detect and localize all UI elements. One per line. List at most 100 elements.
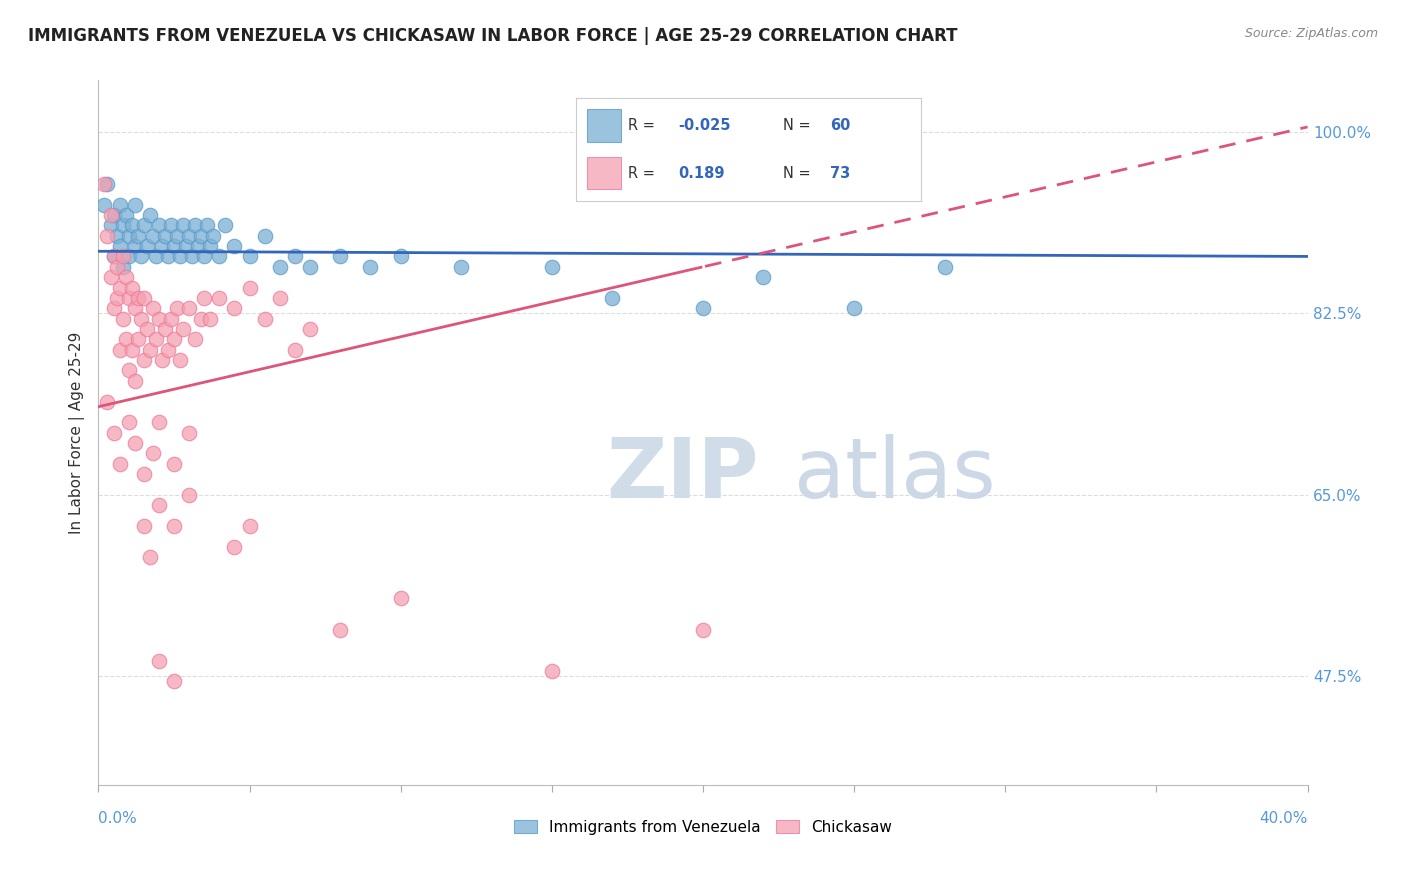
Point xyxy=(145,332,167,346)
Point xyxy=(103,249,125,264)
Point xyxy=(103,208,125,222)
Point xyxy=(239,280,262,294)
Point xyxy=(96,228,118,243)
Point xyxy=(135,239,157,253)
Point xyxy=(100,270,122,285)
Text: 40.0%: 40.0% xyxy=(1260,811,1308,826)
Point xyxy=(169,353,191,368)
Point xyxy=(111,249,134,264)
Point xyxy=(602,291,624,305)
Text: -0.025: -0.025 xyxy=(678,119,731,133)
Point xyxy=(169,249,191,264)
Point xyxy=(253,311,276,326)
Point xyxy=(193,291,215,305)
Point xyxy=(129,249,152,264)
Point xyxy=(127,228,149,243)
Legend: Immigrants from Venezuela, Chickasaw: Immigrants from Venezuela, Chickasaw xyxy=(508,814,898,841)
Point xyxy=(121,219,143,233)
Point xyxy=(153,228,176,243)
Point xyxy=(160,219,183,233)
Bar xyxy=(586,157,621,189)
Point xyxy=(121,280,143,294)
Point xyxy=(224,239,246,253)
Point xyxy=(179,488,201,502)
Point xyxy=(184,332,207,346)
Point xyxy=(224,301,246,316)
Point xyxy=(844,301,866,316)
Point xyxy=(93,197,115,211)
Point xyxy=(179,228,201,243)
Text: N =: N = xyxy=(783,166,811,180)
Point xyxy=(179,425,201,440)
Point xyxy=(200,311,222,326)
Point xyxy=(163,332,186,346)
Point xyxy=(692,301,714,316)
Text: 0.189: 0.189 xyxy=(678,166,724,180)
Text: IMMIGRANTS FROM VENEZUELA VS CHICKASAW IN LABOR FORCE | AGE 25-29 CORRELATION CH: IMMIGRANTS FROM VENEZUELA VS CHICKASAW I… xyxy=(28,27,957,45)
Point xyxy=(114,332,136,346)
Point xyxy=(284,343,307,357)
Point xyxy=(118,291,141,305)
Point xyxy=(692,623,714,637)
Point xyxy=(100,208,122,222)
Point xyxy=(127,291,149,305)
Point xyxy=(142,446,165,460)
Point xyxy=(132,291,155,305)
Point xyxy=(118,363,141,377)
Point xyxy=(124,197,146,211)
Point xyxy=(156,249,179,264)
Point xyxy=(108,239,131,253)
Point xyxy=(118,415,141,429)
Point xyxy=(208,291,231,305)
Point xyxy=(103,301,125,316)
Point xyxy=(148,311,170,326)
Point xyxy=(166,228,188,243)
Point xyxy=(148,498,170,512)
Point xyxy=(105,260,128,274)
Point xyxy=(129,311,152,326)
Point xyxy=(139,208,162,222)
Point xyxy=(160,311,183,326)
Text: atlas: atlas xyxy=(793,434,995,516)
Point xyxy=(389,249,412,264)
Point xyxy=(145,249,167,264)
Point xyxy=(540,664,562,678)
Point xyxy=(179,301,201,316)
Point xyxy=(132,219,155,233)
Point xyxy=(108,457,131,471)
Point xyxy=(111,311,134,326)
Point xyxy=(269,260,291,274)
Point xyxy=(150,239,173,253)
Point xyxy=(540,260,562,274)
Point xyxy=(111,219,134,233)
Point xyxy=(108,197,131,211)
Point xyxy=(329,623,352,637)
Point xyxy=(224,540,246,554)
Text: 0.0%: 0.0% xyxy=(98,811,138,826)
Point xyxy=(124,374,146,388)
Point xyxy=(139,343,162,357)
Point xyxy=(214,219,236,233)
Point xyxy=(174,239,197,253)
Point xyxy=(193,249,215,264)
Text: 73: 73 xyxy=(830,166,849,180)
Point xyxy=(195,219,218,233)
Point xyxy=(190,311,212,326)
Point xyxy=(208,249,231,264)
Point xyxy=(389,591,412,606)
Point xyxy=(172,219,194,233)
Point xyxy=(124,436,146,450)
Text: R =: R = xyxy=(628,166,655,180)
Point xyxy=(172,322,194,336)
Point xyxy=(150,353,173,368)
Point xyxy=(132,519,155,533)
Point xyxy=(111,260,134,274)
Point xyxy=(181,249,204,264)
Text: ZIP: ZIP xyxy=(606,434,759,516)
Point xyxy=(100,219,122,233)
Point xyxy=(108,280,131,294)
Point xyxy=(253,228,276,243)
Text: 60: 60 xyxy=(830,119,851,133)
Point xyxy=(103,249,125,264)
Point xyxy=(284,249,307,264)
